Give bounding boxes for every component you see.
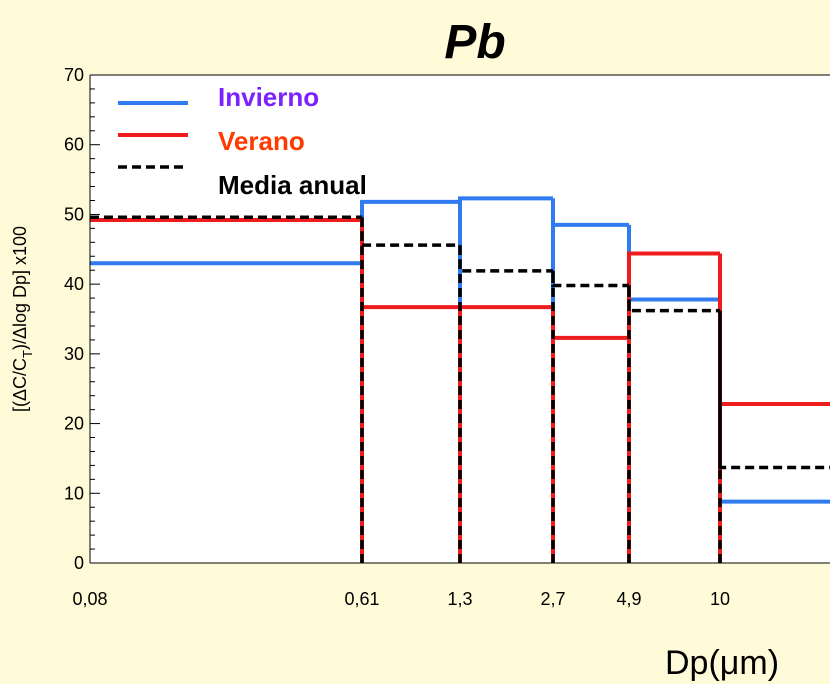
series-line [90,215,830,563]
y-tick-label: 30 [64,344,84,364]
y-axis-label-subscript: T [20,350,35,358]
series-layer [90,196,830,563]
y-tick-label: 10 [64,483,84,503]
x-tick-label: 10 [710,589,730,609]
legend-label: Verano [218,126,305,156]
x-tick-label: 2,7 [540,589,565,609]
x-tick-label: 0,08 [72,589,107,609]
x-tick-label: 0,61 [344,589,379,609]
x-tick-label: 4,9 [616,589,641,609]
y-axis-label: [(ΔC/CT)/Δlog Dp] x100 [10,226,35,412]
x-axis-label: Dp(μm) [665,644,779,682]
series-3 [90,215,830,563]
legend-label: Media anual [218,170,367,200]
y-tick-label: 40 [64,274,84,294]
y-tick-label: 0 [74,553,84,573]
chart-title: Pb [444,16,505,69]
y-tick-label: 20 [64,414,84,434]
y-axis-label-main: [(ΔC/C [10,358,30,412]
y-tick-label: 50 [64,204,84,224]
legend: Invierno Verano Media anual [118,82,367,200]
x-axis: 0,08 0,61 1,3 2,7 4,9 10 [72,555,730,609]
y-axis: 0 10 20 30 40 50 60 70 [64,65,100,573]
legend-label: Invierno [218,82,319,112]
x-tick-label: 1,3 [447,589,472,609]
y-axis-label-rest: )/Δlog Dp] x100 [10,226,30,350]
y-tick-label: 70 [64,65,84,85]
y-tick-label: 60 [64,135,84,155]
